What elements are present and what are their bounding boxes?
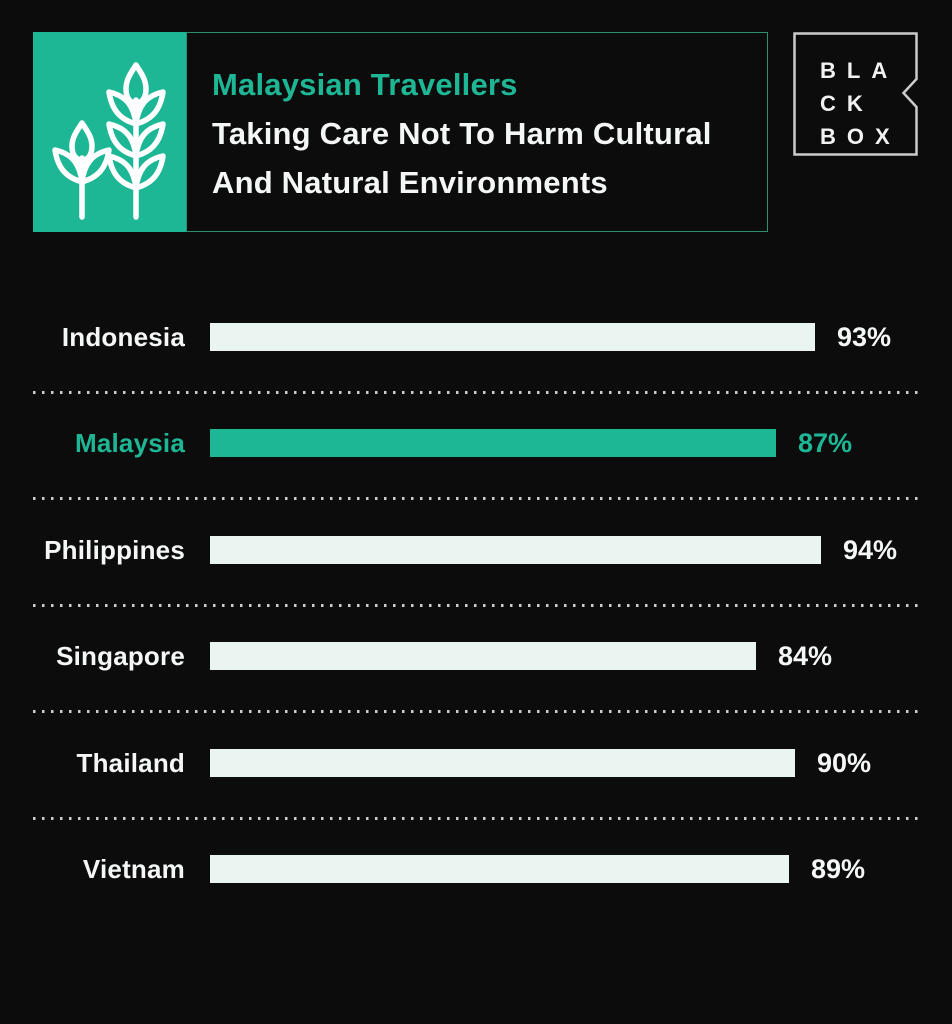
- bar-row-philippines: Philippines 94%: [0, 535, 952, 565]
- bar-value: 87%: [798, 428, 853, 458]
- bar-row-indonesia: Indonesia 93%: [0, 322, 952, 352]
- logo-row-1: BLA: [820, 58, 899, 83]
- bar-label: Thailand: [76, 748, 185, 778]
- title-line-2: And Natural Environments: [212, 165, 608, 200]
- bar-label: Vietnam: [82, 854, 185, 884]
- bar-row-thailand: Thailand 90%: [0, 748, 952, 778]
- tall-bud: [123, 62, 149, 106]
- bar: [210, 642, 756, 670]
- plants-icon: [33, 32, 186, 232]
- dotted-separator: [33, 604, 919, 607]
- blackbox-logo: BLA CK BOX: [793, 32, 918, 156]
- logo-border-notch: [793, 32, 918, 156]
- bar-value: 89%: [811, 854, 866, 884]
- bar-label: Singapore: [56, 641, 185, 671]
- bar-row-singapore: Singapore 84%: [0, 641, 952, 671]
- dotted-separator: [33, 391, 919, 394]
- title-box: Malaysian Travellers Taking Care Not To …: [186, 32, 768, 232]
- bar: [210, 429, 776, 457]
- bar-row-vietnam: Vietnam 89%: [0, 854, 952, 884]
- title-line-1: Taking Care Not To Harm Cultural: [212, 116, 712, 151]
- bar-label: Malaysia: [74, 428, 185, 458]
- bar-value: 93%: [837, 322, 892, 352]
- logo-letters: BLA CK BOX: [820, 54, 901, 153]
- bar: [210, 855, 789, 883]
- bar-label: Philippines: [44, 535, 185, 565]
- bar-value: 94%: [843, 535, 898, 565]
- title-accent: Malaysian Travellers: [212, 67, 518, 102]
- dotted-separator: [33, 817, 919, 820]
- logo-row-2: CK: [820, 91, 874, 116]
- bar: [210, 323, 815, 351]
- logo-row-3: BOX: [820, 124, 901, 149]
- bar-value: 90%: [817, 748, 872, 778]
- bar-label: Indonesia: [61, 322, 185, 352]
- bar-value: 84%: [778, 641, 833, 671]
- dotted-separator: [33, 497, 919, 500]
- bar-row-malaysia: Malaysia 87%: [0, 428, 952, 458]
- small-bud: [69, 120, 95, 163]
- bar: [210, 749, 795, 777]
- dotted-separator: [33, 710, 919, 713]
- bar: [210, 536, 821, 564]
